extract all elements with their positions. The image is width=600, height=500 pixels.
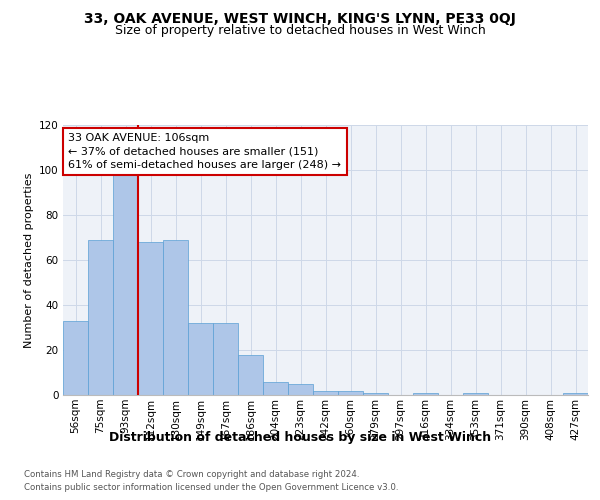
Bar [113, 172, 138, 395]
Text: Size of property relative to detached houses in West Winch: Size of property relative to detached ho… [115, 24, 485, 37]
Text: 33, OAK AVENUE, WEST WINCH, KING'S LYNN, PE33 0QJ: 33, OAK AVENUE, WEST WINCH, KING'S LYNN,… [84, 12, 516, 26]
Y-axis label: Number of detached properties: Number of detached properties [23, 172, 34, 348]
Bar [88, 240, 113, 395]
Bar [63, 321, 88, 395]
Bar [138, 242, 163, 395]
Text: 33 OAK AVENUE: 106sqm
← 37% of detached houses are smaller (151)
61% of semi-det: 33 OAK AVENUE: 106sqm ← 37% of detached … [68, 133, 341, 170]
Bar [363, 393, 388, 395]
Bar [263, 382, 288, 395]
Bar [338, 390, 363, 395]
Text: Distribution of detached houses by size in West Winch: Distribution of detached houses by size … [109, 431, 491, 444]
Bar [463, 393, 488, 395]
Bar [213, 323, 238, 395]
Text: Contains HM Land Registry data © Crown copyright and database right 2024.
Contai: Contains HM Land Registry data © Crown c… [24, 470, 398, 492]
Bar [188, 323, 213, 395]
Bar [563, 393, 588, 395]
Bar [163, 240, 188, 395]
Bar [413, 393, 438, 395]
Bar [313, 390, 338, 395]
Bar [238, 354, 263, 395]
Bar [288, 384, 313, 395]
